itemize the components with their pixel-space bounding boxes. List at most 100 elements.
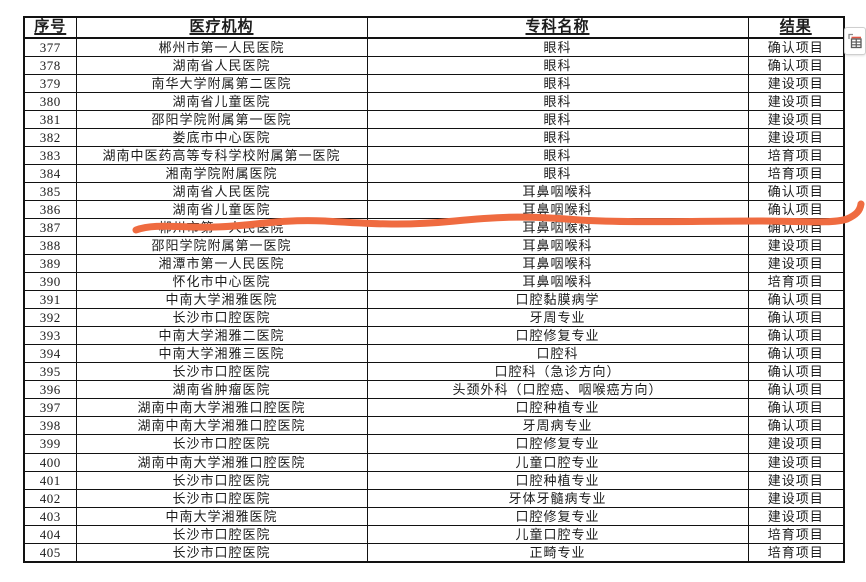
cell-result: 建设项目 [747, 74, 845, 94]
cell-org: 湖南中南大学湘雅口腔医院 [75, 416, 368, 436]
table-row: 386 湖南省儿童医院 耳鼻咽喉科 确认项目 [23, 200, 845, 220]
cell-seq: 385 [23, 182, 77, 202]
cell-result: 确认项目 [747, 37, 845, 58]
cell-specialty: 牙体牙髓病专业 [366, 488, 749, 508]
cell-org: 长沙市口腔医院 [75, 362, 368, 382]
table-capture-button[interactable] [844, 27, 866, 55]
cell-seq: 395 [23, 362, 77, 382]
table-row: 388 邵阳学院附属第一医院 耳鼻咽喉科 建设项目 [23, 236, 845, 256]
table-body: 377 郴州市第一人民医院 眼科 确认项目 378 湖南省人民医院 眼科 确认项… [23, 37, 845, 563]
cell-seq: 377 [23, 37, 77, 58]
cell-seq: 381 [23, 110, 77, 130]
cell-org: 邵阳学院附属第一医院 [75, 236, 368, 256]
cell-specialty: 耳鼻咽喉科 [366, 254, 749, 274]
cell-result: 确认项目 [747, 56, 845, 76]
cell-org: 湘潭市第一人民医院 [75, 254, 368, 274]
cell-org: 娄底市中心医院 [75, 128, 368, 148]
table-row: 395 长沙市口腔医院 口腔科（急诊方向） 确认项目 [23, 362, 845, 382]
cell-org: 中南大学湘雅三医院 [75, 344, 368, 364]
cell-specialty: 眼科 [366, 37, 749, 58]
table-row: 391 中南大学湘雅医院 口腔黏膜病学 确认项目 [23, 290, 845, 310]
header-row: 序号 医疗机构 专科名称 结果 [23, 16, 845, 39]
header-org: 医疗机构 [75, 16, 368, 39]
cell-seq: 404 [23, 524, 77, 544]
cell-seq: 396 [23, 380, 77, 400]
cell-result: 建设项目 [747, 254, 845, 274]
cell-seq: 405 [23, 542, 77, 563]
cell-result: 培育项目 [747, 164, 845, 184]
cell-org: 湖南省儿童医院 [75, 200, 368, 220]
cell-seq: 402 [23, 488, 77, 508]
cell-org: 中南大学湘雅二医院 [75, 326, 368, 346]
table-row: 394 中南大学湘雅三医院 口腔科 确认项目 [23, 344, 845, 364]
table-row: 402 长沙市口腔医院 牙体牙髓病专业 建设项目 [23, 488, 845, 508]
cell-result: 培育项目 [747, 272, 845, 292]
table-row: 380 湖南省儿童医院 眼科 建设项目 [23, 92, 845, 112]
table-row: 377 郴州市第一人民医院 眼科 确认项目 [23, 37, 845, 58]
cell-result: 建设项目 [747, 434, 845, 454]
table-row: 399 长沙市口腔医院 口腔修复专业 建设项目 [23, 434, 845, 454]
cell-specialty: 口腔修复专业 [366, 506, 749, 526]
cell-org: 邵阳学院附属第一医院 [75, 110, 368, 130]
header-specialty: 专科名称 [366, 16, 749, 39]
cell-org: 长沙市口腔医院 [75, 542, 368, 563]
table-row: 390 怀化市中心医院 耳鼻咽喉科 培育项目 [23, 272, 845, 292]
cell-seq: 397 [23, 398, 77, 418]
cell-seq: 382 [23, 128, 77, 148]
table-row: 382 娄底市中心医院 眼科 建设项目 [23, 128, 845, 148]
cell-specialty: 眼科 [366, 74, 749, 94]
cell-org: 湖南中南大学湘雅口腔医院 [75, 398, 368, 418]
header-seq: 序号 [23, 16, 77, 39]
cell-specialty: 口腔修复专业 [366, 434, 749, 454]
cell-seq: 399 [23, 434, 77, 454]
cell-specialty: 口腔种植专业 [366, 470, 749, 490]
cell-result: 建设项目 [747, 110, 845, 130]
cell-result: 建设项目 [747, 452, 845, 472]
table-row: 392 长沙市口腔医院 牙周专业 确认项目 [23, 308, 845, 328]
cell-result: 确认项目 [747, 362, 845, 382]
results-table: 序号 医疗机构 专科名称 结果 377 郴州市第一人民医院 眼科 确认项目 37… [23, 16, 845, 563]
cell-result: 培育项目 [747, 524, 845, 544]
cell-org: 长沙市口腔医院 [75, 488, 368, 508]
cell-org: 中南大学湘雅医院 [75, 506, 368, 526]
cell-specialty: 耳鼻咽喉科 [366, 218, 749, 238]
cell-result: 确认项目 [747, 326, 845, 346]
cell-result: 确认项目 [747, 416, 845, 436]
cell-org: 湖南中南大学湘雅口腔医院 [75, 452, 368, 472]
cell-seq: 401 [23, 470, 77, 490]
cell-result: 培育项目 [747, 146, 845, 166]
cell-result: 培育项目 [747, 542, 845, 563]
cell-specialty: 口腔黏膜病学 [366, 290, 749, 310]
cell-seq: 387 [23, 218, 77, 238]
table-row: 385 湖南省人民医院 耳鼻咽喉科 确认项目 [23, 182, 845, 202]
cell-seq: 394 [23, 344, 77, 364]
cell-org: 湖南省人民医院 [75, 182, 368, 202]
cell-seq: 388 [23, 236, 77, 256]
cell-seq: 403 [23, 506, 77, 526]
table-row: 397 湖南中南大学湘雅口腔医院 口腔种植专业 确认项目 [23, 398, 845, 418]
cell-specialty: 牙周专业 [366, 308, 749, 328]
cell-result: 建设项目 [747, 92, 845, 112]
cell-result: 确认项目 [747, 380, 845, 400]
cell-org: 中南大学湘雅医院 [75, 290, 368, 310]
table-row: 383 湖南中医药高等专科学校附属第一医院 眼科 培育项目 [23, 146, 845, 166]
cell-seq: 392 [23, 308, 77, 328]
cell-org: 南华大学附属第二医院 [75, 74, 368, 94]
cell-result: 确认项目 [747, 290, 845, 310]
cell-specialty: 口腔种植专业 [366, 398, 749, 418]
table-row: 378 湖南省人民医院 眼科 确认项目 [23, 56, 845, 76]
cell-result: 建设项目 [747, 506, 845, 526]
table-row: 393 中南大学湘雅二医院 口腔修复专业 确认项目 [23, 326, 845, 346]
cell-seq: 390 [23, 272, 77, 292]
cell-seq: 379 [23, 74, 77, 94]
cell-specialty: 耳鼻咽喉科 [366, 182, 749, 202]
cell-specialty: 牙周病专业 [366, 416, 749, 436]
cell-seq: 393 [23, 326, 77, 346]
cell-org: 郴州市第一人民医院 [75, 37, 368, 58]
table-row: 401 长沙市口腔医院 口腔种植专业 建设项目 [23, 470, 845, 490]
cell-specialty: 口腔科（急诊方向） [366, 362, 749, 382]
results-table-container: 序号 医疗机构 专科名称 结果 377 郴州市第一人民医院 眼科 确认项目 37… [23, 16, 845, 563]
cell-org: 长沙市口腔医院 [75, 470, 368, 490]
cell-seq: 398 [23, 416, 77, 436]
